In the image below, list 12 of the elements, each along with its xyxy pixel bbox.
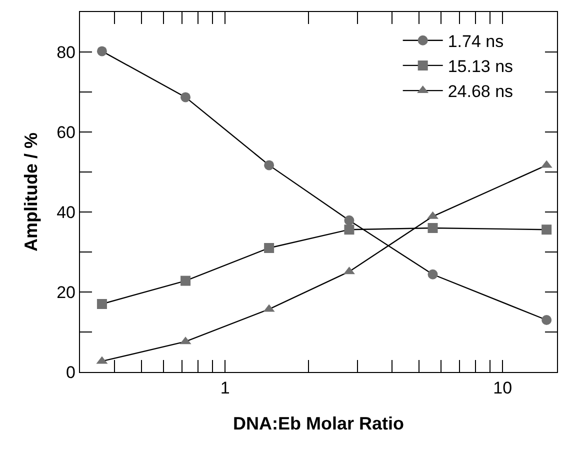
y-tick-label: 0 — [66, 362, 76, 382]
x-tick-label: 1 — [220, 378, 230, 398]
y-tick-label: 40 — [56, 202, 76, 222]
legend-label: 24.68 ns — [448, 82, 514, 102]
legend-label: 1.74 ns — [448, 32, 504, 51]
y-tick-label: 20 — [56, 282, 76, 302]
y-axis-title: Amplitude / % — [20, 132, 41, 252]
y-tick-label: 60 — [56, 122, 76, 142]
x-axis-title: DNA:Eb Molar Ratio — [233, 414, 404, 434]
y-tick-label: 80 — [56, 42, 76, 62]
legend-label: 15.13 ns — [448, 57, 514, 76]
x-tick-label: 10 — [493, 378, 512, 398]
